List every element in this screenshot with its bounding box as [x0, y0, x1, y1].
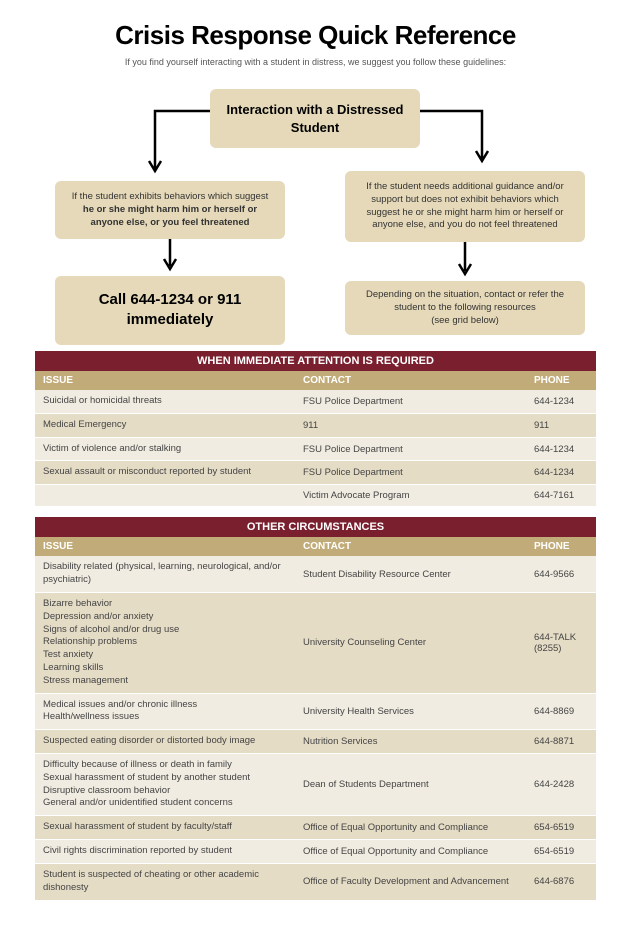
cell-issue: Suspected eating disorder or distorted b… — [35, 730, 295, 753]
cell-phone: 644-7161 — [526, 485, 596, 506]
cell-contact: 911 — [295, 415, 526, 436]
cell-issue: Difficulty because of illness or death i… — [35, 754, 295, 815]
table2-body: Disability related (physical, learning, … — [35, 556, 596, 900]
cell-issue: Sexual assault or misconduct reported by… — [35, 461, 295, 484]
cell-phone: 644-8871 — [526, 731, 596, 752]
cell-phone: 644-1234 — [526, 462, 596, 483]
page-subtitle: If you find yourself interacting with a … — [35, 57, 596, 67]
cell-phone: 644-1234 — [526, 391, 596, 412]
cell-contact: Office of Equal Opportunity and Complian… — [295, 817, 526, 838]
flow-right-action: Depending on the situation, contact or r… — [345, 281, 585, 335]
col-phone-label: PHONE — [526, 371, 596, 390]
flow-left1-bold: he or she might harm him or herself or a… — [83, 204, 257, 228]
table-row: Civil rights discrimination reported by … — [35, 840, 596, 864]
cell-phone: 644-6876 — [526, 871, 596, 892]
table-row: Suspected eating disorder or distorted b… — [35, 730, 596, 754]
cell-issue: Suicidal or homicidal threats — [35, 390, 295, 413]
col-header-2: ISSUE CONTACT PHONE — [35, 537, 596, 556]
table-row: Suicidal or homicidal threatsFSU Police … — [35, 390, 596, 414]
cell-issue — [35, 491, 295, 501]
col-contact-label: CONTACT — [295, 371, 526, 390]
cell-phone: 644-2428 — [526, 774, 596, 795]
cell-issue: Victim of violence and/or stalking — [35, 438, 295, 461]
cell-contact: Nutrition Services — [295, 731, 526, 752]
table-row: Disability related (physical, learning, … — [35, 556, 596, 593]
col-contact-label-2: CONTACT — [295, 537, 526, 556]
table-row: Victim of violence and/or stalkingFSU Po… — [35, 438, 596, 462]
table-row: Difficulty because of illness or death i… — [35, 754, 596, 816]
flow-left-condition: If the student exhibits behaviors which … — [55, 181, 285, 239]
col-issue-label: ISSUE — [35, 371, 295, 390]
cell-phone: 644-8869 — [526, 701, 596, 722]
arrow-right-mid — [455, 236, 475, 281]
cell-contact: Dean of Students Department — [295, 774, 526, 795]
table-row: Sexual assault or misconduct reported by… — [35, 461, 596, 485]
table-row: Medical issues and/or chronic illnessHea… — [35, 694, 596, 731]
col-header-1: ISSUE CONTACT PHONE — [35, 371, 596, 390]
cell-issue: Student is suspected of cheating or othe… — [35, 864, 295, 900]
page-title: Crisis Response Quick Reference — [35, 20, 596, 51]
flow-right-condition: If the student needs additional guidance… — [345, 171, 585, 242]
flow-start-box: Interaction with a Distressed Student — [210, 89, 420, 148]
col-phone-label-2: PHONE — [526, 537, 596, 556]
cell-contact: Office of Faculty Development and Advanc… — [295, 871, 526, 892]
cell-phone: 644-1234 — [526, 439, 596, 460]
section-header-immediate: WHEN IMMEDIATE ATTENTION IS REQUIRED — [35, 351, 596, 371]
section-header-other: OTHER CIRCUMSTANCES — [35, 517, 596, 537]
cell-issue: Sexual harassment of student by faculty/… — [35, 816, 295, 839]
arrow-right-top — [417, 99, 507, 169]
cell-issue: Civil rights discrimination reported by … — [35, 840, 295, 863]
cell-issue: Disability related (physical, learning, … — [35, 556, 295, 592]
arrow-left-top — [135, 99, 215, 179]
table-row: Student is suspected of cheating or othe… — [35, 864, 596, 901]
cell-phone: 911 — [526, 415, 596, 436]
table-row: Medical Emergency911911 — [35, 414, 596, 438]
flow-right2-sub: (see grid below) — [431, 315, 499, 326]
cell-phone: 654-6519 — [526, 841, 596, 862]
cell-phone: 644-9566 — [526, 564, 596, 585]
table-row: Bizarre behaviorDepression and/or anxiet… — [35, 593, 596, 694]
table-row: Sexual harassment of student by faculty/… — [35, 816, 596, 840]
cell-contact: FSU Police Department — [295, 439, 526, 460]
cell-contact: University Counseling Center — [295, 632, 526, 653]
cell-issue: Medical issues and/or chronic illnessHea… — [35, 694, 295, 730]
col-issue-label-2: ISSUE — [35, 537, 295, 556]
cell-contact: FSU Police Department — [295, 391, 526, 412]
cell-contact: FSU Police Department — [295, 462, 526, 483]
cell-issue: Medical Emergency — [35, 414, 295, 437]
cell-contact: Office of Equal Opportunity and Complian… — [295, 841, 526, 862]
flow-left-action: Call 644-1234 or 911 immediately — [55, 276, 285, 345]
flowchart: Interaction with a Distressed Student If… — [35, 81, 596, 341]
table-row: Victim Advocate Program644-7161 — [35, 485, 596, 507]
cell-phone: 644-TALK(8255) — [526, 627, 596, 659]
cell-phone: 654-6519 — [526, 817, 596, 838]
flow-right2-text: Depending on the situation, contact or r… — [366, 289, 564, 313]
table1-body: Suicidal or homicidal threatsFSU Police … — [35, 390, 596, 507]
flow-left1-pre: If the student exhibits behaviors which … — [72, 191, 268, 202]
cell-contact: Student Disability Resource Center — [295, 564, 526, 585]
cell-issue: Bizarre behaviorDepression and/or anxiet… — [35, 593, 295, 693]
cell-contact: University Health Services — [295, 701, 526, 722]
cell-contact: Victim Advocate Program — [295, 485, 526, 506]
